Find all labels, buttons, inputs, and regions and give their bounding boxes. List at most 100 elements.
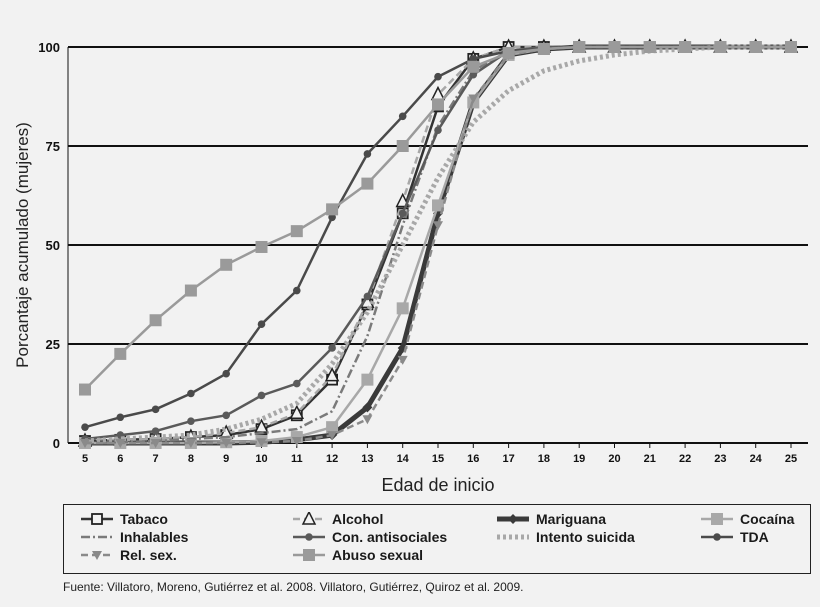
legend-item: Con. antisociales: [292, 529, 447, 545]
data-point: [184, 284, 197, 297]
legend-marker: [301, 512, 317, 525]
legend-swatch: [81, 535, 113, 539]
y-tick-label: 100: [38, 40, 60, 55]
legend-marker: [711, 513, 723, 525]
data-point: [255, 240, 268, 253]
legend-marker: [305, 533, 313, 541]
legend-swatch: [81, 551, 113, 560]
data-point: [467, 60, 480, 73]
legend-marker: [303, 549, 315, 561]
data-point: [363, 292, 372, 301]
series-group: [77, 38, 799, 449]
data-point: [221, 439, 232, 448]
data-point: [326, 421, 339, 434]
x-tick-label: 11: [291, 453, 303, 465]
y-tick-label: 50: [46, 238, 60, 253]
x-tick-label: 8: [188, 453, 194, 465]
legend-item: TDA: [700, 529, 769, 545]
legend-item: Cocaína: [700, 511, 794, 527]
legend-marker: [508, 514, 518, 524]
line-chart: 0 25 50 75 100 5 6 7 8 9 10 11 12 13 14 15 16 17 18 19 20 21…: [13, 38, 808, 495]
data-point: [433, 221, 443, 231]
data-point: [396, 140, 409, 152]
data-point: [361, 177, 374, 190]
data-point: [328, 344, 336, 352]
x-tick-label: 5: [82, 453, 88, 465]
legend-swatch: [497, 514, 529, 524]
x-tick-label: 24: [750, 453, 763, 465]
data-point: [151, 427, 160, 435]
data-point: [187, 417, 195, 426]
data-point: [749, 41, 762, 53]
series-inhalables: [84, 45, 791, 445]
legend-marker: [713, 533, 721, 541]
data-point: [573, 41, 586, 53]
x-tick-label: 25: [785, 453, 797, 465]
legend-label: Alcohol: [332, 511, 384, 527]
x-axis-label: Edad de inicio: [381, 475, 494, 495]
legend-label: TDA: [740, 529, 769, 545]
data-point: [222, 369, 230, 378]
data-point: [608, 41, 621, 53]
data-point: [293, 379, 301, 388]
legend-label: Inhalables: [120, 529, 189, 545]
legend-swatch: [701, 533, 733, 541]
x-tick-label: 14: [397, 453, 410, 465]
legend-item: Tabaco: [80, 511, 168, 527]
series-line: [84, 45, 791, 445]
legend-item: Intento suicida: [496, 529, 635, 545]
data-point: [434, 72, 442, 81]
data-point: [537, 42, 550, 55]
data-point: [293, 286, 301, 295]
data-point: [257, 391, 266, 400]
y-tick-label: 25: [46, 337, 60, 352]
data-point: [222, 411, 230, 420]
x-tick-label: 16: [467, 453, 479, 465]
series-intento-suicida: [84, 44, 791, 444]
legend-swatch: [293, 512, 325, 525]
data-point: [289, 404, 305, 420]
legend-item: Inhalables: [80, 529, 188, 545]
data-point: [81, 423, 89, 431]
data-point: [679, 41, 692, 53]
legend-swatch: [293, 533, 325, 541]
x-tick-label: 17: [502, 453, 514, 465]
data-point: [469, 55, 478, 63]
x-tick-label: 22: [679, 453, 691, 465]
data-point: [363, 150, 372, 158]
legend-label: Rel. sex.: [120, 547, 177, 563]
x-tick-label: 18: [538, 453, 550, 465]
data-point: [257, 320, 266, 329]
data-point: [291, 437, 302, 447]
x-tick-label: 21: [644, 453, 656, 465]
y-axis-label: Porcantaje acumulado (mujeres): [13, 122, 32, 368]
data-point: [643, 41, 656, 53]
data-point: [187, 389, 195, 398]
data-point: [469, 70, 478, 79]
legend-swatch: [701, 513, 733, 525]
x-tick-label: 23: [714, 453, 726, 465]
legend-label: Tabaco: [120, 511, 168, 527]
legend-label: Abuso sexual: [332, 547, 424, 563]
data-point: [150, 439, 161, 448]
data-point: [502, 46, 515, 59]
data-point: [361, 373, 374, 386]
x-tick-label: 20: [608, 453, 620, 465]
data-point: [79, 383, 91, 396]
x-tick-label: 15: [432, 453, 444, 465]
data-point: [362, 415, 373, 425]
data-point: [398, 112, 407, 121]
legend: Tabaco Alcohol Mariguana Cocaína Inhalables C…: [63, 504, 811, 574]
x-tick-label: 12: [326, 453, 338, 465]
legend-item: Alcohol: [292, 511, 383, 527]
data-point: [220, 258, 233, 271]
data-point: [328, 213, 336, 222]
series-line: [84, 44, 791, 444]
data-point: [324, 367, 340, 382]
legend-label: Intento suicida: [536, 529, 635, 545]
legend-marker: [92, 551, 102, 560]
x-tick-label: 7: [153, 453, 159, 465]
y-tick-label: 75: [46, 139, 60, 154]
legend-label: Mariguana: [536, 511, 607, 527]
data-point: [116, 413, 125, 422]
